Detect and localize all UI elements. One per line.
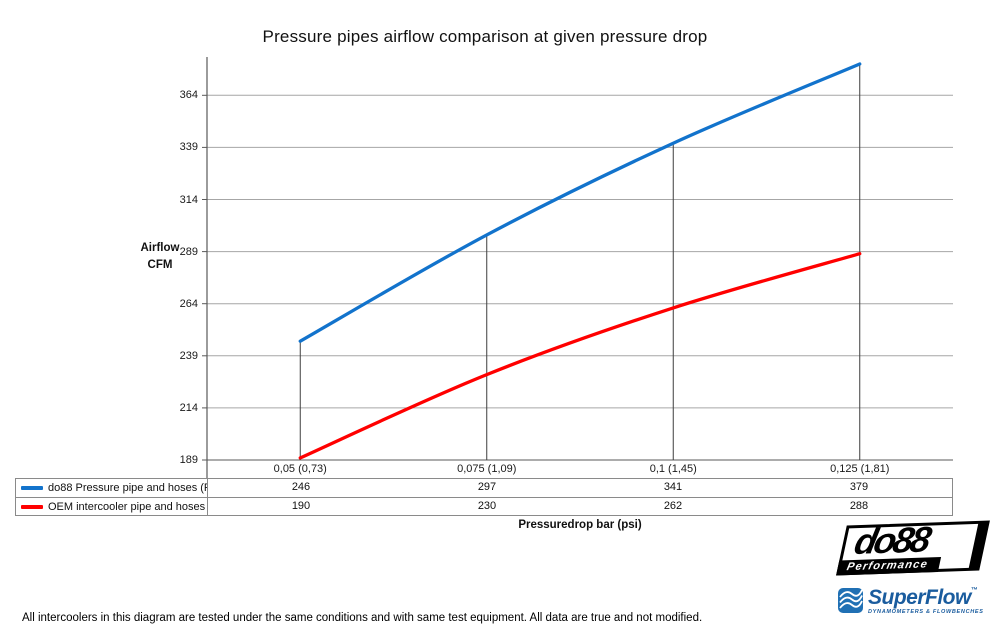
category-label: 0,075 (1,09) [457, 463, 517, 475]
y-axis-label-line1: Airflow [140, 242, 180, 254]
series-value-cell: 341 [663, 481, 683, 493]
do88-brand-text: do88 [850, 518, 933, 563]
y-tick-label: 289 [179, 245, 198, 258]
series-value-cell: 230 [477, 500, 497, 512]
series-name: OEM intercooler pipe and hoses [48, 500, 206, 513]
legend-cell: OEM intercooler pipe and hoses [16, 498, 208, 515]
superflow-text-block: SuperFlow™ DYNAMOMETERS & FLOWBENCHES [868, 587, 990, 615]
chart-plot-svg [202, 57, 953, 478]
y-tick-label: 189 [179, 454, 198, 466]
table-row: do88 Pressure pipe and hoses (PP-03) 246 2… [16, 479, 952, 497]
series-value-cell: 297 [477, 481, 497, 493]
superflow-wave-icon [838, 588, 863, 613]
y-tick-label: 364 [179, 89, 198, 102]
series-value-cell: 379 [849, 481, 869, 493]
series-value-cell: 246 [291, 481, 311, 493]
series-value-cell: 190 [291, 500, 311, 512]
superflow-brand-text: SuperFlow [868, 586, 971, 609]
category-label: 0,05 (0,73) [273, 463, 327, 475]
do88-logo-frame: do88 Performance [836, 518, 990, 576]
table-row: OEM intercooler pipe and hoses 190 230 262 2… [16, 497, 952, 515]
superflow-trademark: ™ [970, 587, 978, 594]
do88-tagline-text: Performance [836, 556, 942, 576]
legend-cell: do88 Pressure pipe and hoses (PP-03) [16, 479, 208, 497]
x-axis-label: Pressuredrop bar (psi) [518, 519, 642, 531]
y-tick-label: 314 [179, 193, 198, 206]
y-tick-label: 339 [179, 141, 198, 154]
y-tick-label: 264 [179, 297, 198, 310]
legend-line-swatch [21, 504, 43, 509]
do88-logo: do88 Performance [836, 519, 990, 576]
category-label: 0,1 (1,45) [649, 463, 697, 475]
legend-line-swatch [21, 486, 43, 490]
data-table: do88 Pressure pipe and hoses (PP-03) 246 2… [15, 478, 953, 516]
category-label: 0,125 (1,81) [830, 463, 890, 475]
y-axis-label-line2: CFM [147, 259, 173, 271]
superflow-tagline-text: DYNAMOMETERS & FLOWBENCHES [868, 609, 984, 615]
y-tick-label: 214 [179, 401, 198, 414]
superflow-brand-line: SuperFlow™ [868, 587, 990, 609]
superflow-logo: SuperFlow™ DYNAMOMETERS & FLOWBENCHES [838, 587, 990, 615]
footer-note: All intercoolers in this diagram are tes… [22, 612, 703, 624]
y-axis-label: Airflow CFM [131, 240, 189, 274]
series-value-cell: 288 [849, 500, 869, 512]
series-name: do88 Pressure pipe and hoses (PP-03) [48, 482, 207, 494]
series-value-cell: 262 [663, 500, 683, 512]
plot-area [202, 57, 953, 478]
y-tick-label: 239 [179, 349, 198, 362]
chart-title: Pressure pipes airflow comparison at giv… [262, 27, 708, 46]
x-axis-category-labels: 0,05 (0,73) 0,075 (1,09) 0,1 (1,45) 0,125 (… [207, 461, 953, 478]
